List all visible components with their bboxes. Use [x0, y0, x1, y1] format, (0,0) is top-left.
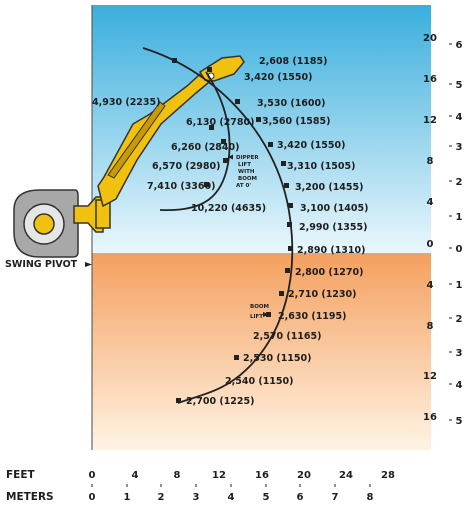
bottom-meter-tick: 2: [158, 492, 165, 503]
right-feet-tick: 12: [423, 115, 437, 126]
load-point: [281, 161, 286, 166]
capacity-label: 6,130 (2780): [186, 117, 254, 128]
load-point: [176, 398, 181, 403]
bottom-feet-tick: 20: [297, 470, 311, 481]
right-meter-tick: 1: [456, 280, 463, 291]
dipper-lift-text: LIFT: [238, 162, 251, 168]
right-feet-tick: 4: [427, 280, 434, 291]
capacity-label: 3,200 (1455): [295, 182, 363, 193]
meters-axis-label: METERS: [6, 491, 54, 503]
boom-lift-text: BOOM: [250, 304, 269, 310]
dipper-lift-text: BOOM: [238, 176, 257, 182]
right-meter-tick: 6: [456, 40, 463, 51]
right-feet-tick: 4: [427, 197, 434, 208]
capacity-label: 3,530 (1600): [257, 98, 325, 109]
capacity-label: 2,540 (1150): [225, 376, 293, 387]
right-scale-marks: [449, 44, 452, 420]
right-meter-tick: 1: [456, 212, 463, 223]
bottom-feet-tick: 4: [132, 470, 139, 481]
bottom-meter-tick: 7: [332, 492, 339, 503]
right-meter-tick: 2: [456, 177, 463, 188]
swing-pivot-label: SWING PIVOT: [5, 259, 78, 270]
bottom-feet-tick: 8: [174, 470, 181, 481]
right-feet-tick: 16: [423, 412, 437, 423]
bottom-meter-tick: 3: [193, 492, 200, 503]
right-meter-tick: 3: [456, 348, 463, 359]
bottom-meter-scale: 0 1 2 3 4 5 6 7 8: [89, 492, 374, 503]
swing-pivot-arrow: [85, 262, 92, 267]
load-point: [223, 158, 228, 163]
bottom-feet-tick: 28: [381, 470, 395, 481]
right-meter-scale: 6 5 4 3 2 1 0 1 2 3 4 5: [456, 40, 463, 427]
load-point: [284, 183, 289, 188]
load-point: [234, 355, 239, 360]
capacity-label: 2,990 (1355): [299, 222, 367, 233]
load-point: [235, 99, 240, 104]
capacity-label: 2,630 (1195): [278, 311, 346, 322]
bottom-feet-scale: 0 4 8 12 16 20 24 28: [89, 470, 395, 481]
capacity-label: 2,700 (1225): [186, 396, 254, 407]
capacity-label: 6,260 (2840): [171, 142, 239, 153]
right-meter-tick: 0: [456, 244, 463, 255]
load-point: [287, 222, 292, 227]
bottom-feet-tick: 24: [339, 470, 353, 481]
right-meter-tick: 5: [456, 80, 463, 91]
dipper-lift-text: WITH: [238, 169, 255, 175]
bottom-meter-tick: 0: [89, 492, 96, 503]
bottom-meter-tick: 4: [228, 492, 235, 503]
right-meter-tick: 4: [456, 380, 463, 391]
capacity-label: 2,710 (1230): [288, 289, 356, 300]
load-point: [288, 203, 293, 208]
bottom-meter-tick: 5: [263, 492, 270, 503]
bottom-feet-tick: 0: [89, 470, 96, 481]
bottom-feet-tick: 12: [212, 470, 226, 481]
capacity-label: 2,800 (1270): [295, 267, 363, 278]
load-point: [268, 142, 273, 147]
load-point: [285, 268, 290, 273]
load-point: [279, 291, 284, 296]
bottom-feet-tick: 16: [255, 470, 269, 481]
bottom-scale-marks: [92, 484, 370, 487]
bottom-meter-tick: 8: [367, 492, 374, 503]
capacity-label: 4,930 (2235): [92, 97, 160, 108]
load-point: [256, 117, 261, 122]
swing-hub: [34, 214, 54, 234]
capacity-label: 3,420 (1550): [244, 72, 312, 83]
capacity-label: 3,310 (1505): [287, 161, 355, 172]
bottom-meter-tick: 6: [297, 492, 304, 503]
capacity-label: 7,410 (3360): [147, 181, 215, 192]
capacity-label: 10,220 (4635): [191, 203, 266, 214]
load-point: [288, 246, 293, 251]
right-meter-tick: 2: [456, 314, 463, 325]
boom-lift-text: LIFT: [250, 314, 263, 320]
capacity-label: 3,420 (1550): [277, 140, 345, 151]
load-point: [207, 67, 212, 72]
right-feet-tick: 0: [427, 239, 434, 250]
right-feet-tick: 20: [423, 33, 437, 44]
right-meter-tick: 4: [456, 112, 463, 123]
dipper-lift-text: DIPPER: [236, 155, 259, 161]
bottom-tick-marks: [92, 484, 370, 487]
load-point: [172, 58, 177, 63]
right-feet-tick: 8: [427, 321, 434, 332]
right-tick-marks: [449, 44, 452, 420]
right-feet-tick: 8: [427, 156, 434, 167]
capacity-label: 2,530 (1150): [243, 353, 311, 364]
right-feet-tick: 16: [423, 74, 437, 85]
capacity-label: 2,890 (1310): [297, 245, 365, 256]
capacity-label: 3,560 (1585): [262, 116, 330, 127]
right-meter-tick: 3: [456, 142, 463, 153]
dipper-lift-text: AT 0': [236, 183, 251, 189]
capacity-label: 2,608 (1185): [259, 56, 327, 67]
right-meter-tick: 5: [456, 416, 463, 427]
capacity-label: 2,570 (1165): [253, 331, 321, 342]
feet-axis-label: FEET: [6, 469, 36, 481]
capacity-label: 6,570 (2980): [152, 161, 220, 172]
bottom-meter-tick: 1: [124, 492, 131, 503]
capacity-label: 3,100 (1405): [300, 203, 368, 214]
right-feet-tick: 12: [423, 371, 437, 382]
